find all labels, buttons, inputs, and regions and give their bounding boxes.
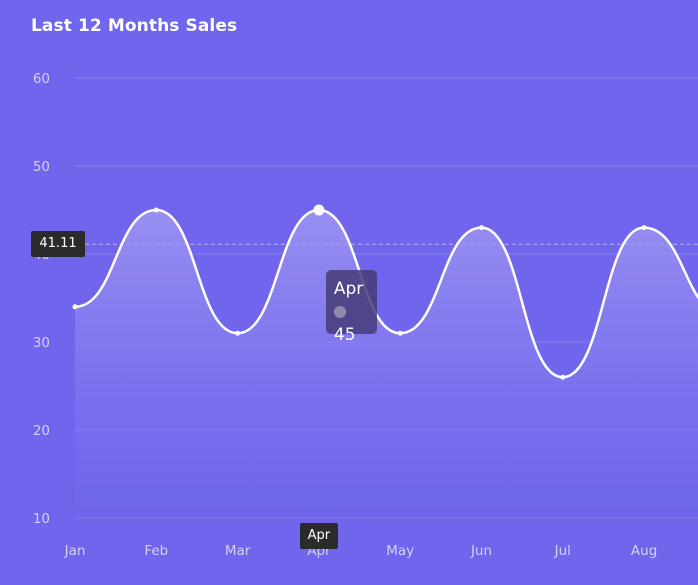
x-tick-label: Mar xyxy=(225,543,251,559)
data-point[interactable] xyxy=(313,204,325,216)
x-tick-label: Aug xyxy=(631,543,657,559)
x-tick-label: May xyxy=(386,543,414,559)
data-point[interactable] xyxy=(479,225,484,231)
tooltip-category: Apr xyxy=(333,279,364,299)
tooltip-value-row: 45 xyxy=(333,301,369,347)
data-tooltip: Apr 45 xyxy=(325,270,377,345)
x-tick-label: Jul xyxy=(554,543,571,559)
y-tick-label: 10 xyxy=(33,511,50,527)
x-tick-label: Feb xyxy=(144,543,168,559)
data-point[interactable] xyxy=(560,374,566,380)
x-tick-label: Jun xyxy=(470,543,492,559)
series-marker-icon xyxy=(333,306,346,318)
series-area xyxy=(75,210,698,518)
y-tick-label: 60 xyxy=(33,71,50,87)
crosshair-x-label: Apr xyxy=(299,523,338,549)
chart-title: Last 12 Months Sales xyxy=(31,16,238,36)
data-point[interactable] xyxy=(641,225,647,231)
y-tick-label: 30 xyxy=(33,335,50,351)
data-point[interactable] xyxy=(72,304,78,310)
y-tick-label: 20 xyxy=(33,423,50,439)
crosshair-y-label: 41.11 xyxy=(31,231,85,258)
y-tick-label: 50 xyxy=(33,159,50,175)
tooltip-value: 45 xyxy=(333,325,356,345)
data-point[interactable] xyxy=(397,330,403,336)
data-point[interactable] xyxy=(153,207,159,213)
data-point[interactable] xyxy=(235,330,241,336)
x-tick-label: Jan xyxy=(64,543,86,559)
